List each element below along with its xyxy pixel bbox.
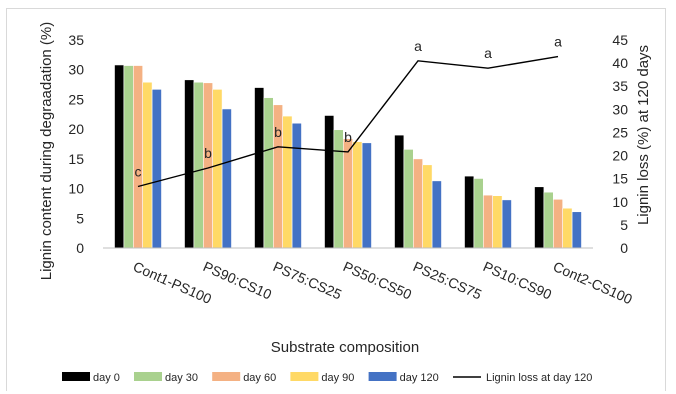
y-tick-label: 10 bbox=[68, 181, 84, 197]
legend-label: day 30 bbox=[165, 372, 198, 384]
legend: day 0 day 30 day 60 day 90 day 120 Lignin los… bbox=[62, 372, 592, 384]
y2-tick-label: 0 bbox=[620, 240, 628, 256]
y-tick-label: 30 bbox=[68, 62, 84, 78]
bar bbox=[142, 81, 153, 249]
bar bbox=[394, 134, 405, 249]
bar bbox=[403, 149, 414, 249]
bars-group bbox=[114, 64, 582, 249]
x-tick-label: PS10:CS90 bbox=[481, 258, 555, 302]
bar bbox=[221, 108, 232, 249]
x-tick-label: PS50:CS50 bbox=[341, 258, 415, 302]
bar bbox=[263, 97, 274, 249]
y2-tick-label: 25 bbox=[612, 124, 628, 140]
y2-tick-label: 30 bbox=[612, 101, 628, 117]
bar bbox=[431, 180, 442, 249]
x-axis-category-labels: Cont1-PS100PS90:CS10PS75:CS25PS50:CS50PS… bbox=[131, 258, 635, 307]
bar bbox=[133, 65, 144, 249]
y-axis-ticks: 0 5 10 15 20 25 30 35 bbox=[68, 32, 84, 256]
bar bbox=[482, 194, 493, 249]
y-tick-label: 25 bbox=[68, 91, 84, 107]
significance-letter: b bbox=[204, 145, 212, 161]
legend-swatch bbox=[134, 372, 162, 381]
x-tick-label: Cont1-PS100 bbox=[131, 258, 214, 307]
bar bbox=[291, 122, 302, 249]
x-tick-label: PS25:CS75 bbox=[411, 258, 485, 302]
significance-letter: a bbox=[414, 38, 422, 54]
legend-swatch bbox=[290, 372, 319, 381]
significance-letter: a bbox=[484, 45, 492, 61]
bar bbox=[361, 142, 372, 249]
significance-letter: b bbox=[274, 124, 282, 140]
bar bbox=[151, 89, 162, 249]
legend-swatch bbox=[368, 372, 397, 381]
bar bbox=[123, 65, 134, 249]
legend-swatch bbox=[62, 372, 90, 381]
y2-tick-label: 15 bbox=[612, 171, 628, 187]
y-tick-label: 35 bbox=[68, 32, 84, 48]
legend-swatch bbox=[212, 372, 241, 381]
bar bbox=[254, 87, 265, 249]
y2-tick-label: 40 bbox=[612, 55, 628, 71]
y2-axis-ticks: 0 5 10 15 20 25 30 35 40 45 bbox=[612, 32, 628, 256]
bar bbox=[571, 211, 582, 249]
y-axis-title: Lignin content during degraadation (%) bbox=[38, 22, 55, 281]
bar bbox=[282, 115, 293, 249]
legend-label: day 60 bbox=[243, 372, 276, 384]
bar bbox=[342, 138, 353, 249]
bar bbox=[422, 164, 433, 249]
bar bbox=[352, 141, 363, 249]
bar bbox=[212, 89, 223, 249]
significance-letter: c bbox=[135, 164, 142, 180]
bar bbox=[492, 195, 503, 249]
bar bbox=[324, 115, 335, 249]
significance-letter: a bbox=[554, 34, 562, 50]
bar bbox=[203, 82, 214, 249]
bar bbox=[333, 129, 344, 249]
y2-tick-label: 20 bbox=[612, 148, 628, 164]
significance-labels: c b b b a a a bbox=[135, 34, 563, 180]
y2-tick-label: 35 bbox=[612, 78, 628, 94]
y2-tick-label: 45 bbox=[612, 32, 628, 48]
bar bbox=[193, 81, 204, 249]
legend-label: Lignin loss at day 120 bbox=[486, 372, 592, 384]
bar bbox=[534, 186, 545, 249]
bar bbox=[473, 178, 484, 249]
legend-label: day 90 bbox=[321, 372, 354, 384]
x-axis-title: Substrate composition bbox=[271, 339, 419, 356]
legend-label: day 0 bbox=[93, 372, 120, 384]
bar bbox=[184, 79, 195, 249]
bar bbox=[543, 191, 554, 249]
y2-tick-label: 10 bbox=[612, 194, 628, 210]
bar bbox=[412, 158, 423, 249]
legend-label: day 120 bbox=[400, 372, 439, 384]
bar bbox=[562, 207, 573, 249]
significance-letter: b bbox=[344, 129, 352, 145]
bar bbox=[114, 64, 125, 249]
x-tick-label: PS75:CS25 bbox=[271, 258, 345, 302]
y-tick-label: 5 bbox=[76, 210, 84, 226]
y2-axis-title: Lignin loss (%) at 120 days bbox=[635, 45, 652, 225]
y-tick-label: 15 bbox=[68, 151, 84, 167]
bar bbox=[464, 175, 475, 249]
y-tick-label: 0 bbox=[76, 240, 84, 256]
lignin-loss-line bbox=[137, 55, 559, 188]
bar bbox=[552, 198, 563, 249]
bar bbox=[501, 199, 512, 249]
y2-tick-label: 5 bbox=[620, 217, 628, 233]
x-tick-label: Cont2-CS100 bbox=[551, 258, 635, 307]
y-tick-label: 20 bbox=[68, 121, 84, 137]
chart-frame bbox=[6, 8, 666, 391]
